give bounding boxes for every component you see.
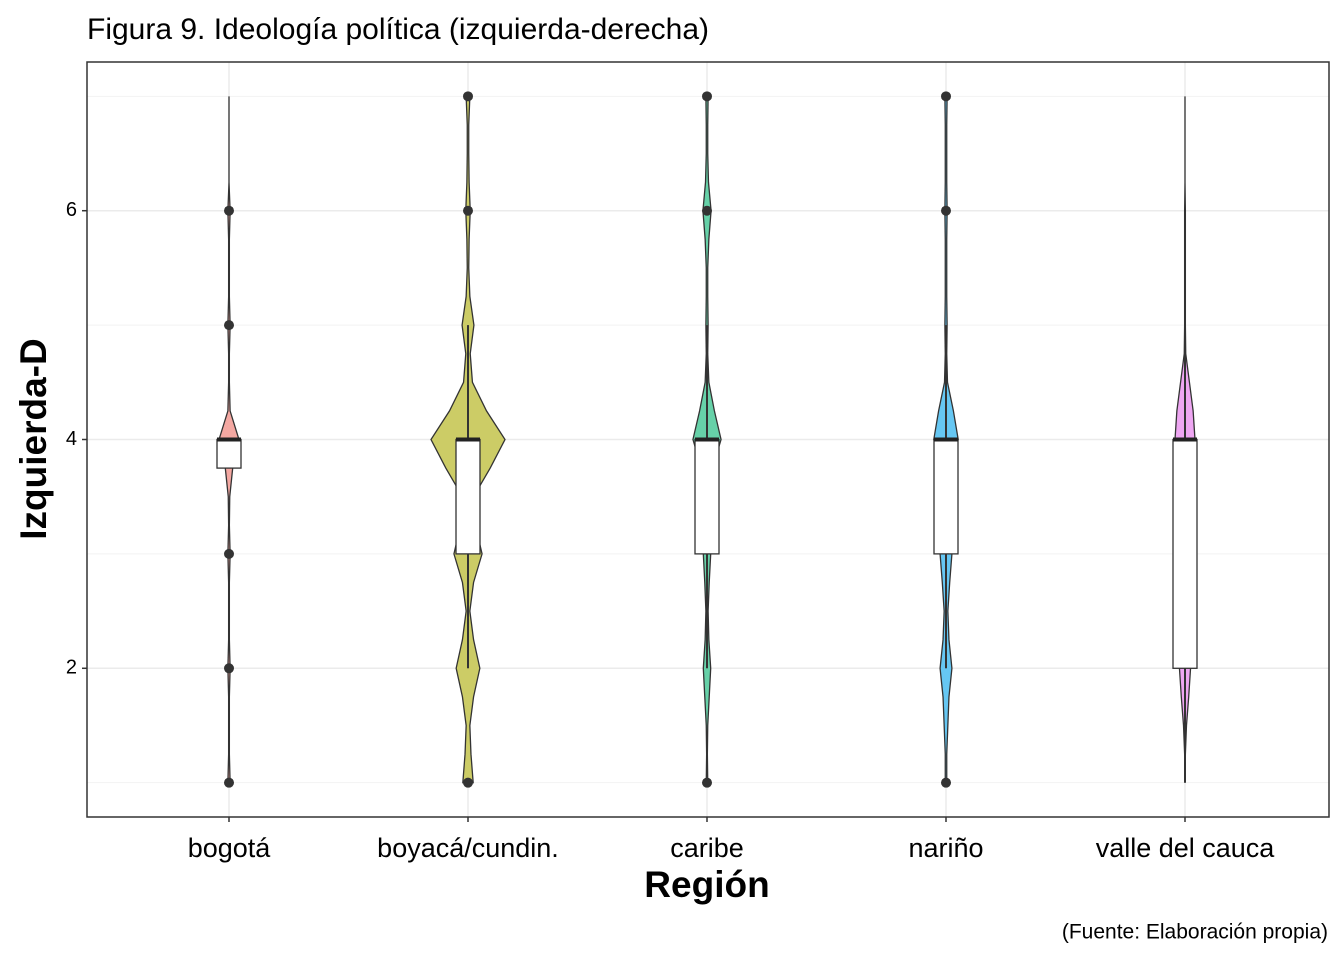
- outlier: [941, 777, 951, 788]
- outlier: [463, 205, 473, 216]
- x-tick-label: valle del cauca: [1096, 833, 1276, 863]
- outlier: [463, 91, 473, 102]
- y-tick-label: 2: [66, 657, 77, 679]
- outlier: [702, 91, 712, 102]
- x-tick-label: nariño: [908, 833, 983, 863]
- y-axis-label: Izquierda-D: [13, 338, 54, 539]
- outlier: [224, 663, 234, 674]
- box: [694, 438, 720, 555]
- panel-border: [86, 61, 1330, 818]
- caption: (Fuente: Elaboración propia): [1062, 921, 1328, 944]
- box: [1172, 438, 1198, 669]
- outlier: [941, 205, 951, 216]
- outlier: [224, 320, 234, 331]
- outlier: [224, 777, 234, 788]
- x-tick-label: caribe: [670, 833, 744, 863]
- box: [455, 438, 481, 555]
- outlier: [224, 548, 234, 559]
- y-tick-label: 4: [66, 428, 77, 450]
- outlier: [941, 91, 951, 102]
- x-tick-label: boyacá/cundin.: [377, 833, 559, 863]
- outlier: [702, 777, 712, 788]
- outlier: [224, 205, 234, 216]
- x-tick-label: bogotá: [188, 833, 272, 863]
- box: [216, 438, 242, 469]
- x-axis-label: Región: [644, 864, 769, 905]
- outlier: [463, 777, 473, 788]
- y-tick-label: 6: [66, 199, 77, 221]
- outlier: [702, 205, 712, 216]
- box: [933, 438, 959, 555]
- chart-title: Figura 9. Ideología política (izquierda-…: [87, 13, 709, 46]
